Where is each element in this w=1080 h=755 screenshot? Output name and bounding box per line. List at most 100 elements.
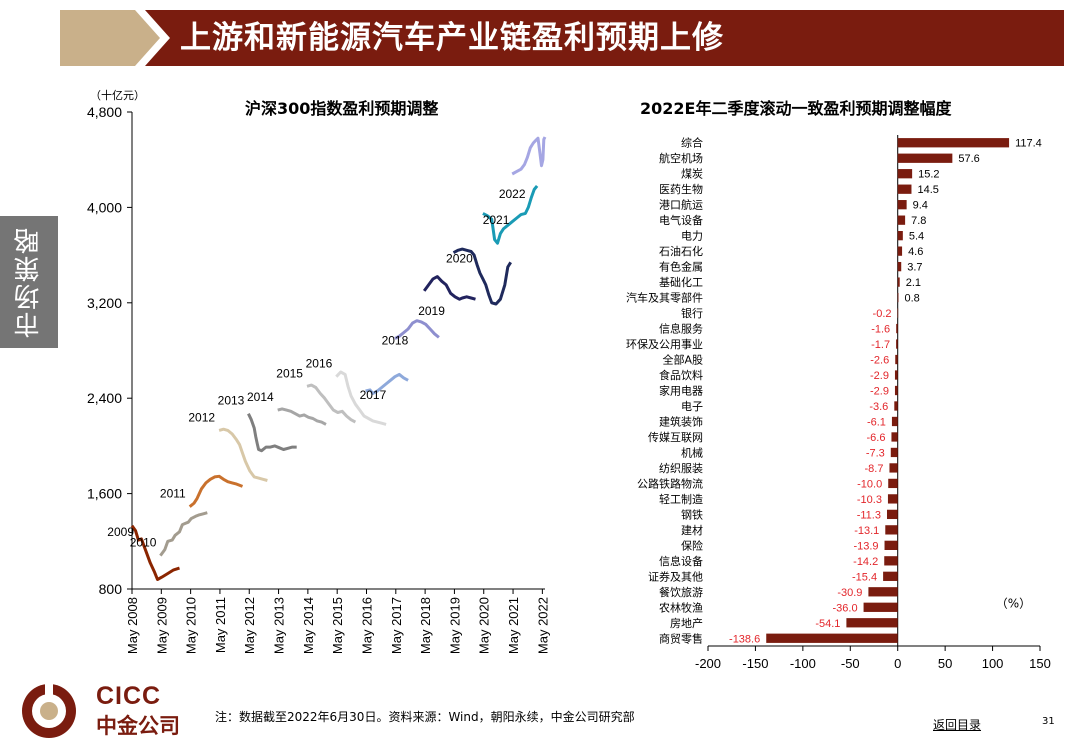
bar-value-label: -36.0: [832, 602, 857, 614]
series-label-2019: 2019: [418, 304, 445, 318]
category-label: 港口航运: [659, 198, 703, 212]
bar: [894, 401, 898, 411]
bar: [894, 370, 898, 380]
category-label: 传媒互联网: [648, 431, 703, 444]
bar: [897, 200, 907, 210]
left-line-chart: 800 1,600 2,400 3,200 4,000 4,800 May 2008 May …: [87, 104, 550, 654]
bar-value-label: 7.8: [911, 215, 926, 227]
bar: [868, 587, 898, 597]
left-x-tick-label: May 2014: [301, 597, 316, 654]
cicc-logo: CICC 中金公司: [18, 680, 198, 740]
category-label: 家用电器: [659, 384, 703, 398]
logo-text-latin: CICC: [96, 682, 162, 710]
left-y-tick-label: 800: [99, 581, 123, 597]
bar-value-label: -6.6: [866, 432, 885, 444]
bar: [766, 633, 898, 643]
category-label: 医药生物: [659, 182, 703, 196]
bar: [883, 571, 898, 581]
footnote: 注：数据截至2022年6月30日。资料来源：Wind，朝阳永续，中金公司研究部: [215, 710, 635, 724]
bar: [897, 153, 953, 163]
category-label: 建筑装饰: [659, 414, 703, 428]
left-y-tick-label: 4,000: [87, 199, 122, 215]
left-x-tick-label: May 2019: [447, 597, 462, 654]
bar-value-label: -3.6: [869, 401, 888, 413]
left-x-tick-label: May 2012: [242, 597, 257, 654]
category-label: 餐饮旅游: [659, 585, 703, 599]
series-label-2012: 2012: [188, 410, 215, 424]
series-line-2010: [159, 511, 208, 557]
bar-value-label: -13.9: [853, 540, 878, 552]
category-label: 证券及其他: [648, 569, 703, 583]
right-x-tick-label: -50: [841, 656, 860, 671]
category-label: 食品饮料: [659, 368, 703, 382]
bar-value-label: 15.2: [918, 169, 939, 181]
series-label-2017: 2017: [360, 388, 387, 402]
category-label: 银行: [681, 306, 703, 320]
right-x-tick-label: 100: [982, 656, 1004, 671]
category-label: 基础化工: [659, 275, 703, 289]
bar-value-label: -1.6: [871, 324, 890, 336]
left-y-tick-label: 1,600: [87, 486, 122, 502]
back-to-contents-link[interactable]: 返回目录: [933, 718, 982, 732]
series-label-2014: 2014: [247, 390, 274, 404]
bar: [897, 261, 902, 272]
bar: [895, 354, 898, 365]
bar: [894, 385, 898, 396]
side-tab-market-strategy[interactable]: 市场策略: [0, 216, 58, 348]
series-line-2011: [188, 474, 244, 508]
header-banner: [60, 10, 1064, 66]
bar-value-label: -2.9: [870, 370, 889, 382]
category-label: 商贸零售: [659, 631, 703, 645]
bar: [896, 339, 898, 349]
bar: [897, 292, 899, 303]
series-line-2018: [394, 319, 440, 340]
header-chevron-light: [60, 10, 160, 66]
series-line-2017: [365, 372, 409, 395]
bar: [885, 525, 898, 535]
left-x-tick-label: May 2017: [389, 597, 404, 654]
bar-value-label: -10.3: [857, 494, 882, 506]
bar: [884, 540, 898, 550]
bar: [890, 447, 898, 458]
bar-value-label: -2.9: [870, 386, 889, 398]
category-label: 综合: [681, 136, 703, 150]
bar: [897, 246, 903, 256]
series-line-2014: [277, 407, 327, 426]
bar-value-label: -15.4: [852, 571, 877, 583]
cicc-logo-icon: [22, 682, 76, 738]
left-y-tick-label: 4,800: [87, 104, 122, 120]
series-line-2012: [218, 427, 268, 482]
category-label: 保险: [681, 538, 703, 552]
bar-value-label: 117.4: [1015, 138, 1042, 150]
bar-value-label: 5.4: [909, 231, 924, 243]
bar-value-label: -6.1: [867, 416, 886, 428]
bar: [886, 509, 898, 520]
bar: [846, 618, 898, 628]
right-x-tick-label: -200: [695, 656, 721, 671]
left-chart-title: 沪深300指数盈利预期调整: [245, 99, 439, 118]
bar: [863, 602, 898, 612]
header-chevron-dark: [145, 10, 1064, 66]
series-line-2015: [306, 383, 357, 424]
right-x-tick-label: -150: [742, 656, 768, 671]
bar: [891, 432, 898, 442]
left-x-tick-label: May 2009: [154, 597, 169, 654]
category-label: 全部A股: [662, 353, 703, 367]
category-label: 电子: [681, 400, 703, 413]
category-label: 机械: [681, 445, 703, 459]
left-x-tick-label: May 2018: [418, 597, 433, 654]
category-label: 有色金属: [659, 260, 703, 274]
bar-value-label: 14.5: [917, 184, 938, 196]
bar-value-label: -10.0: [857, 478, 882, 490]
category-label: 航空机场: [659, 151, 703, 165]
page-title: 上游和新能源汽车产业链盈利预期上修: [180, 20, 724, 56]
bar-value-label: -0.2: [873, 308, 892, 320]
left-x-tick-label: May 2020: [477, 597, 492, 654]
series-label-2011: 2011: [160, 487, 186, 501]
bar: [897, 138, 1010, 148]
bar-value-label: 4.6: [908, 246, 923, 258]
right-bar-chart: -200 -150 -100 -50 0 50 100 150 综合 117.4 航空机场 57.6 煤…: [626, 135, 1051, 671]
bar: [887, 494, 898, 504]
bar-value-label: -7.3: [866, 447, 885, 459]
left-x-tick-label: May 2011: [213, 597, 228, 653]
